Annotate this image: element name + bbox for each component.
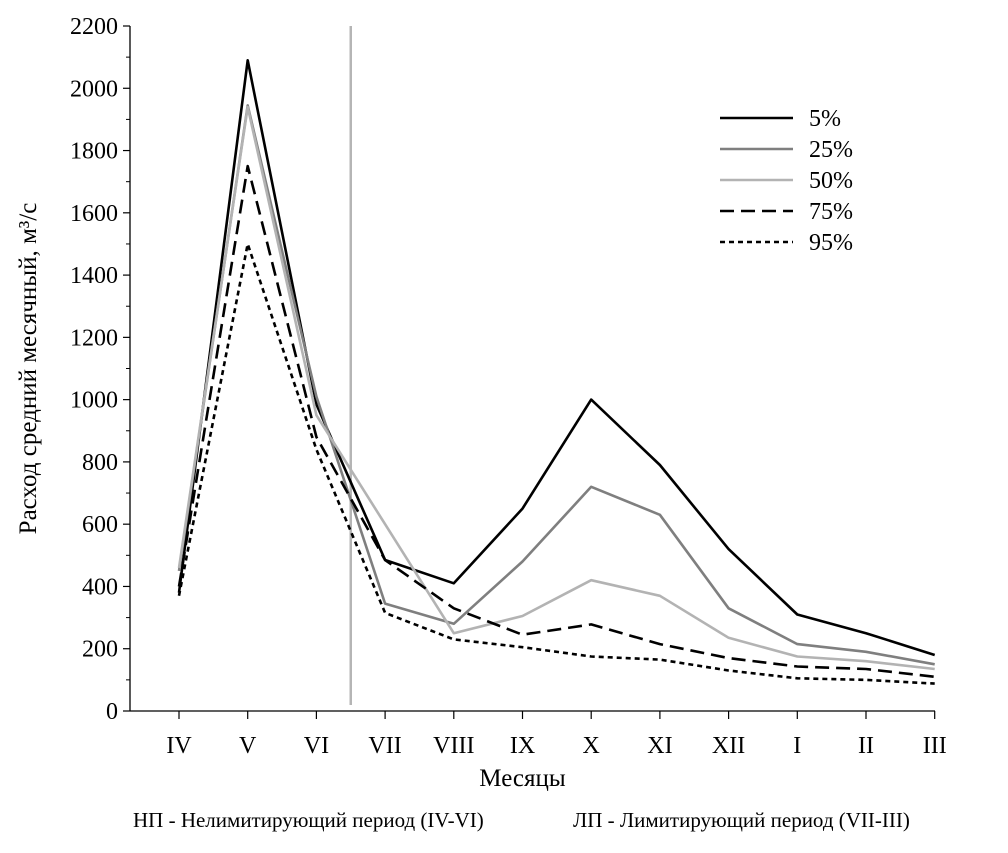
legend-label: 25% bbox=[809, 137, 853, 163]
x-tick-label: I bbox=[793, 733, 801, 759]
legend-label: 75% bbox=[809, 199, 853, 225]
y-axis-ticks: 0 200 400 600 800 1000 1200 1400 1600 1800 2000 220… bbox=[70, 14, 130, 725]
note-limiting-period: ЛП - Лимитирующий период (VII-III) bbox=[573, 808, 910, 832]
series-line-75pct bbox=[177, 164, 935, 679]
legend: 5% 25% 50% 75% 95% bbox=[720, 106, 853, 256]
y-tick-label: 800 bbox=[82, 450, 118, 476]
x-tick-label: V bbox=[239, 733, 257, 759]
y-tick-label: 1800 bbox=[70, 139, 118, 165]
x-tick-label: VI bbox=[304, 733, 329, 759]
legend-label: 95% bbox=[809, 230, 853, 256]
y-tick-label: 1600 bbox=[70, 201, 118, 227]
series-group bbox=[177, 58, 936, 685]
y-axis-title: Расход средний месячный, м³/с bbox=[15, 203, 42, 535]
x-tick-label: IX bbox=[510, 733, 535, 759]
x-tick-label: IV bbox=[166, 733, 192, 759]
y-tick-label: 1000 bbox=[70, 388, 118, 414]
y-tick-label: 1400 bbox=[70, 263, 118, 289]
x-tick-label: III bbox=[923, 733, 947, 759]
x-axis-ticks: IV V VI VII VIII IX X XI XII I II III bbox=[166, 711, 947, 759]
y-tick-label: 0 bbox=[106, 699, 118, 725]
x-tick-label: X bbox=[583, 733, 600, 759]
series-line-25pct bbox=[177, 104, 935, 666]
y-tick-label: 2200 bbox=[70, 14, 118, 40]
series-line-50pct bbox=[177, 105, 935, 671]
y-tick-label: 600 bbox=[82, 512, 118, 538]
x-tick-label: VIII bbox=[433, 733, 474, 759]
x-tick-label: XI bbox=[647, 733, 672, 759]
legend-label: 5% bbox=[809, 106, 841, 132]
note-nonlimiting-period: НП - Нелимитирующий период (IV-VI) bbox=[133, 808, 484, 832]
y-tick-label: 400 bbox=[82, 574, 118, 600]
y-tick-label: 200 bbox=[82, 637, 118, 663]
x-tick-label: XII bbox=[712, 733, 745, 759]
y-tick-label: 2000 bbox=[70, 76, 118, 102]
x-tick-label: II bbox=[858, 733, 874, 759]
x-tick-label: VII bbox=[368, 733, 401, 759]
series-line-95pct bbox=[177, 242, 935, 685]
legend-label: 50% bbox=[809, 168, 853, 194]
y-tick-label: 1200 bbox=[70, 325, 118, 351]
x-axis-title: Месяцы bbox=[479, 765, 566, 792]
